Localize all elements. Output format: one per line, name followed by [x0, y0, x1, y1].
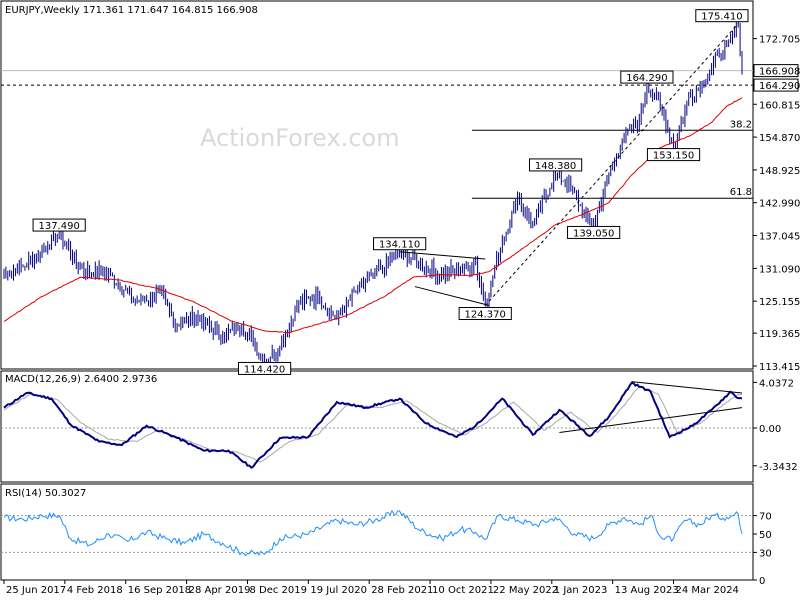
- rsi-panel-frame: [0, 483, 754, 581]
- macd-trendline: [631, 381, 743, 394]
- x-tick-label: 24 Mar 2024: [676, 585, 739, 596]
- main-plot: 38.2 61.8 137.490 114.420 134.110 124.370 148.…: [1, 9, 753, 375]
- macd-y-tick-label: -3.3432: [759, 462, 798, 473]
- fib-label-38-2: 38.2: [730, 119, 752, 130]
- price-bars: [3, 15, 743, 371]
- price-annotation-153-150: 153.150: [653, 151, 694, 162]
- price-annotation-114-420: 114.420: [244, 364, 285, 375]
- price-annotation-box: [695, 9, 749, 23]
- price-trendline: [399, 251, 486, 260]
- x-tick-label: 4 Feb 2018: [67, 585, 123, 596]
- price-tag-label: 166.908: [759, 67, 800, 78]
- price-tag-box: [753, 64, 799, 78]
- price-annotation-box: [620, 70, 674, 84]
- x-tick-label: 8 Dec 2019: [249, 585, 307, 596]
- price-annotation-box: [237, 361, 292, 375]
- x-tick-label: 28 Apr 2019: [189, 585, 251, 596]
- main-y-tick-label: 142.990: [759, 199, 800, 210]
- price-annotation-148-380: 148.380: [535, 161, 576, 172]
- main-panel-frame: [0, 0, 754, 370]
- macd-header: MACD(12,26,9) 2.6400 2.9736: [5, 374, 157, 385]
- rsi-plot: [1, 509, 753, 557]
- rsi-line: [3, 509, 743, 557]
- fib-label-61-8: 61.8: [730, 187, 752, 198]
- price-annotation-box: [458, 307, 512, 321]
- main-header: EURJPY,Weekly 171.361 171.647 164.815 16…: [5, 5, 258, 16]
- x-tick-label: 10 Oct 2021: [432, 585, 494, 596]
- x-tick-label: 1 Jan 2023: [554, 585, 608, 596]
- price-tag-box: [753, 78, 799, 92]
- main-y-tick-label: 160.815: [759, 100, 800, 111]
- price-annotation-box: [373, 237, 427, 251]
- x-tick-label: 22 May 2022: [493, 585, 558, 596]
- macd-line: [3, 381, 743, 469]
- main-y-tick-label: 119.365: [759, 329, 800, 340]
- y-axes: 172.705 166.908 164.290 160.815 154.870 148.9…: [753, 35, 800, 587]
- price-trendline: [414, 286, 490, 306]
- rsi-y-tick-label: 30: [759, 548, 772, 559]
- main-y-tick-label: 148.925: [759, 166, 800, 177]
- moving-average-line: [3, 97, 743, 334]
- price-annotation-box: [32, 218, 86, 232]
- rsi-header: RSI(14) 50.3027: [5, 488, 86, 499]
- price-annotation-139-050: 139.050: [573, 228, 614, 239]
- watermark: ActionForex.com: [200, 124, 400, 152]
- price-annotation-164-290: 164.290: [626, 73, 667, 84]
- main-y-tick-label: 113.415: [759, 362, 800, 373]
- x-tick-label: 25 Jun 2017: [6, 585, 66, 596]
- x-tick-label: 16 Sep 2018: [128, 585, 191, 596]
- price-annotation-134-110: 134.110: [379, 240, 420, 251]
- main-y-tick-label: 172.705: [759, 35, 800, 46]
- price-annotation-box: [646, 148, 701, 162]
- price-annotation-box: [567, 225, 621, 239]
- x-tick-label: 13 Aug 2023: [615, 585, 679, 596]
- main-y-tick-label: 154.870: [759, 133, 800, 144]
- macd-plot: [1, 381, 753, 469]
- rsi-y-tick-label: 70: [759, 512, 772, 523]
- main-y-tick-label: 137.045: [759, 232, 800, 243]
- macd-y-tick-label: 0.00: [759, 424, 781, 435]
- price-annotation-175-410: 175.410: [701, 12, 742, 23]
- macd-y-tick-label: 4.0372: [759, 378, 794, 389]
- macd-trendline: [559, 407, 743, 434]
- price-annotation-124-370: 124.370: [465, 310, 506, 321]
- price-annotation-137-490: 137.490: [38, 221, 79, 232]
- price-annotation-box: [528, 158, 583, 172]
- main-y-tick-label: 125.155: [759, 297, 800, 308]
- rsi-y-tick-label: 0: [759, 576, 765, 587]
- price-tag-label: 164.290: [759, 81, 800, 92]
- x-tick-label: 28 Feb 2021: [371, 585, 433, 596]
- main-y-tick-label: 131.090: [759, 264, 800, 275]
- rsi-y-tick-label: 50: [759, 530, 772, 541]
- x-tick-label: 19 Jul 2020: [310, 585, 367, 596]
